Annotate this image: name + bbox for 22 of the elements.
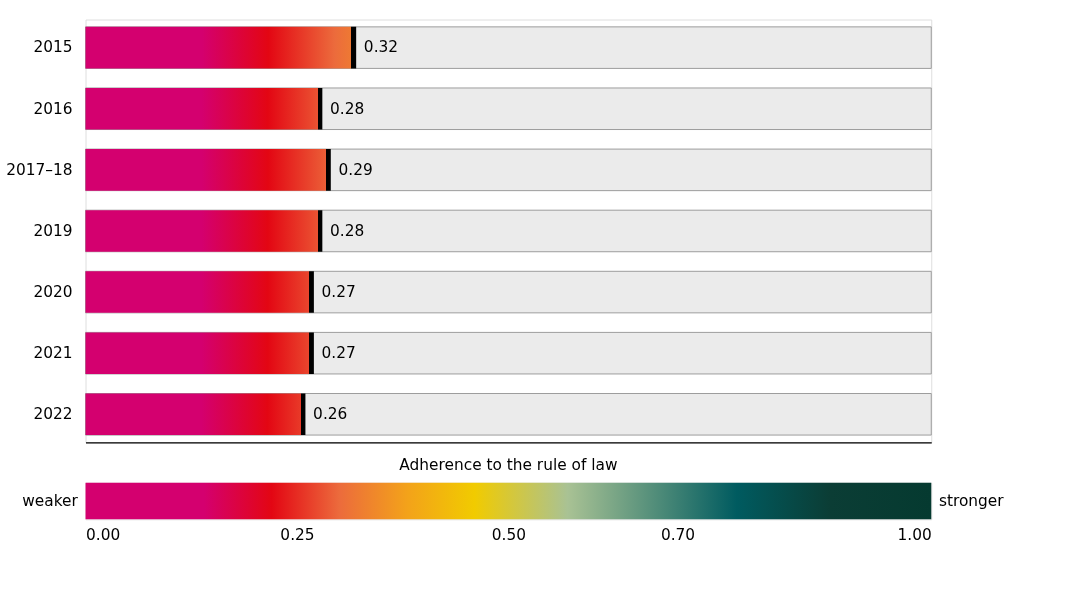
y-tick-label: 2022	[33, 405, 73, 424]
x-tick-label: 0.00	[86, 525, 121, 544]
data-label: 0.28	[330, 221, 365, 240]
y-tick-label: 2015	[33, 38, 73, 57]
data-label: 0.27	[321, 282, 356, 301]
data-label: 0.29	[338, 160, 373, 179]
y-tick-label: 2020	[33, 282, 73, 301]
x-tick-label: 0.25	[280, 525, 315, 544]
y-tick-label: 2019	[33, 221, 73, 240]
text: stronger	[938, 491, 1005, 510]
x-tick-label: 1.00	[897, 525, 932, 544]
y-tick-label: 2017–18	[6, 160, 73, 179]
y-tick-label: 2021	[33, 343, 73, 362]
data-label: 0.26	[313, 405, 348, 424]
data-label: 0.32	[363, 38, 399, 57]
x-tick-label: 0.70	[660, 525, 696, 544]
x-tick-label: 0.50	[491, 525, 526, 544]
data-label: 0.28	[330, 99, 365, 118]
color-bar-title: Adherence to the rule of law	[399, 456, 618, 475]
y-tick-label: 2016	[33, 99, 73, 118]
text: weaker	[22, 491, 79, 510]
data-label: 0.27	[321, 343, 356, 362]
